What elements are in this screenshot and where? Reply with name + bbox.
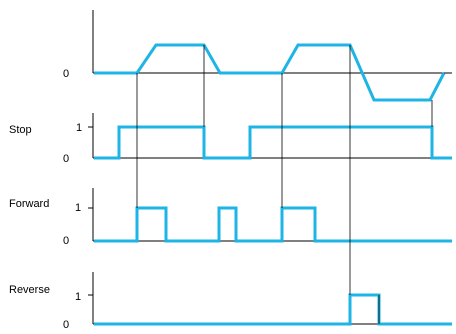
stop-trace [94, 125, 452, 160]
reverse-panel: Reverse 1 0 [9, 272, 452, 331]
forward-name-label: Forward [9, 198, 49, 210]
speed-panel: 0 [63, 10, 452, 102]
forward-zero-label: 0 [63, 235, 69, 247]
reverse-name-label: Reverse [9, 284, 50, 296]
reverse-zero-label: 0 [63, 319, 69, 331]
forward-panel: Forward 1 0 [9, 188, 452, 247]
reverse-trace [94, 293, 452, 326]
stop-name-label: Stop [9, 124, 32, 136]
reverse-one-label: 1 [75, 291, 81, 303]
stop-one-label: 1 [76, 122, 82, 134]
stop-zero-label: 0 [63, 153, 69, 165]
stop-panel: Stop 1 0 [9, 113, 452, 165]
speed-zero-label: 0 [63, 68, 69, 80]
time-guides [136, 45, 433, 324]
forward-one-label: 1 [75, 202, 81, 214]
forward-trace [94, 206, 452, 243]
